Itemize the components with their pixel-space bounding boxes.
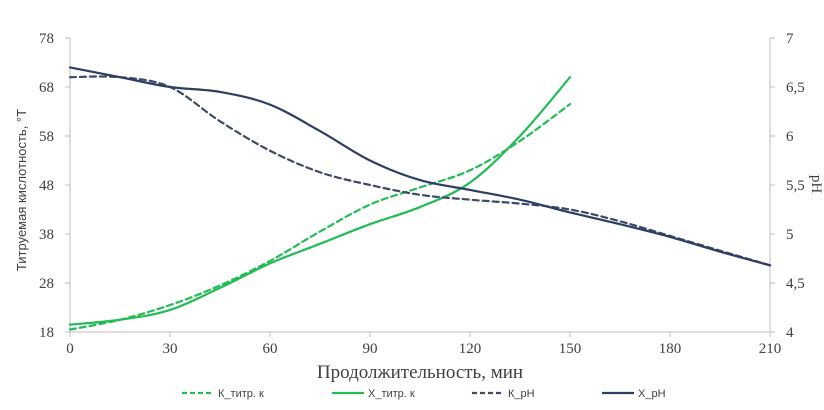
y-tick-label: 78 — [39, 31, 54, 47]
y-tick-label: 58 — [39, 129, 54, 145]
series-k-titr-line — [68, 103, 572, 331]
x-tick-label: 0 — [66, 341, 74, 357]
x-tick-label: 30 — [163, 341, 178, 357]
y2-tick-label: 5,5 — [786, 178, 805, 194]
x-tick-label: 210 — [759, 341, 782, 357]
y2-tick-label: 6 — [786, 129, 794, 145]
x-tick-label: 120 — [459, 341, 482, 357]
y-axis-title: Титруемая кислотность, °Т — [14, 109, 29, 271]
series-x-ph-legend-label: Х_pH — [638, 388, 666, 400]
x-tick-label: 150 — [559, 341, 582, 357]
ticks-layer: 0 30 60 90 120 150 180 210 18 28 38 48 58 68 78 4 4,5 5 5,… — [39, 31, 805, 357]
series-layer — [68, 66, 772, 331]
y-tick-label: 38 — [39, 227, 54, 243]
series-k-ph-legend-label: К_pH — [508, 388, 535, 400]
y-tick-label: 68 — [39, 80, 54, 96]
series-x-titr-line — [68, 76, 572, 326]
y-tick-label: 28 — [39, 276, 54, 292]
y2-tick-label: 7 — [786, 31, 794, 47]
series-k-ph-line — [68, 75, 772, 267]
y2-axis-title: pH — [808, 175, 824, 194]
series-x-ph-line — [68, 66, 772, 267]
y2-tick-label: 4 — [786, 325, 794, 341]
y2-tick-label: 5 — [786, 227, 794, 243]
legend: К_титр. к Х_титр. к К_pH Х_pH — [182, 388, 666, 400]
x-tick-label: 60 — [263, 341, 278, 357]
y-tick-label: 48 — [39, 178, 54, 194]
y-tick-label: 18 — [39, 325, 54, 341]
x-tick-label: 90 — [363, 341, 378, 357]
y2-tick-label: 6,5 — [786, 80, 805, 96]
x-axis-title: Продолжительность, мин — [317, 362, 523, 383]
y2-tick-label: 4,5 — [786, 276, 805, 292]
x-tick-label: 180 — [659, 341, 682, 357]
series-x-titr-legend-label: Х_титр. к — [368, 388, 415, 400]
axes-layer — [69, 38, 771, 333]
series-k-titr-legend-label: К_титр. к — [218, 388, 264, 400]
